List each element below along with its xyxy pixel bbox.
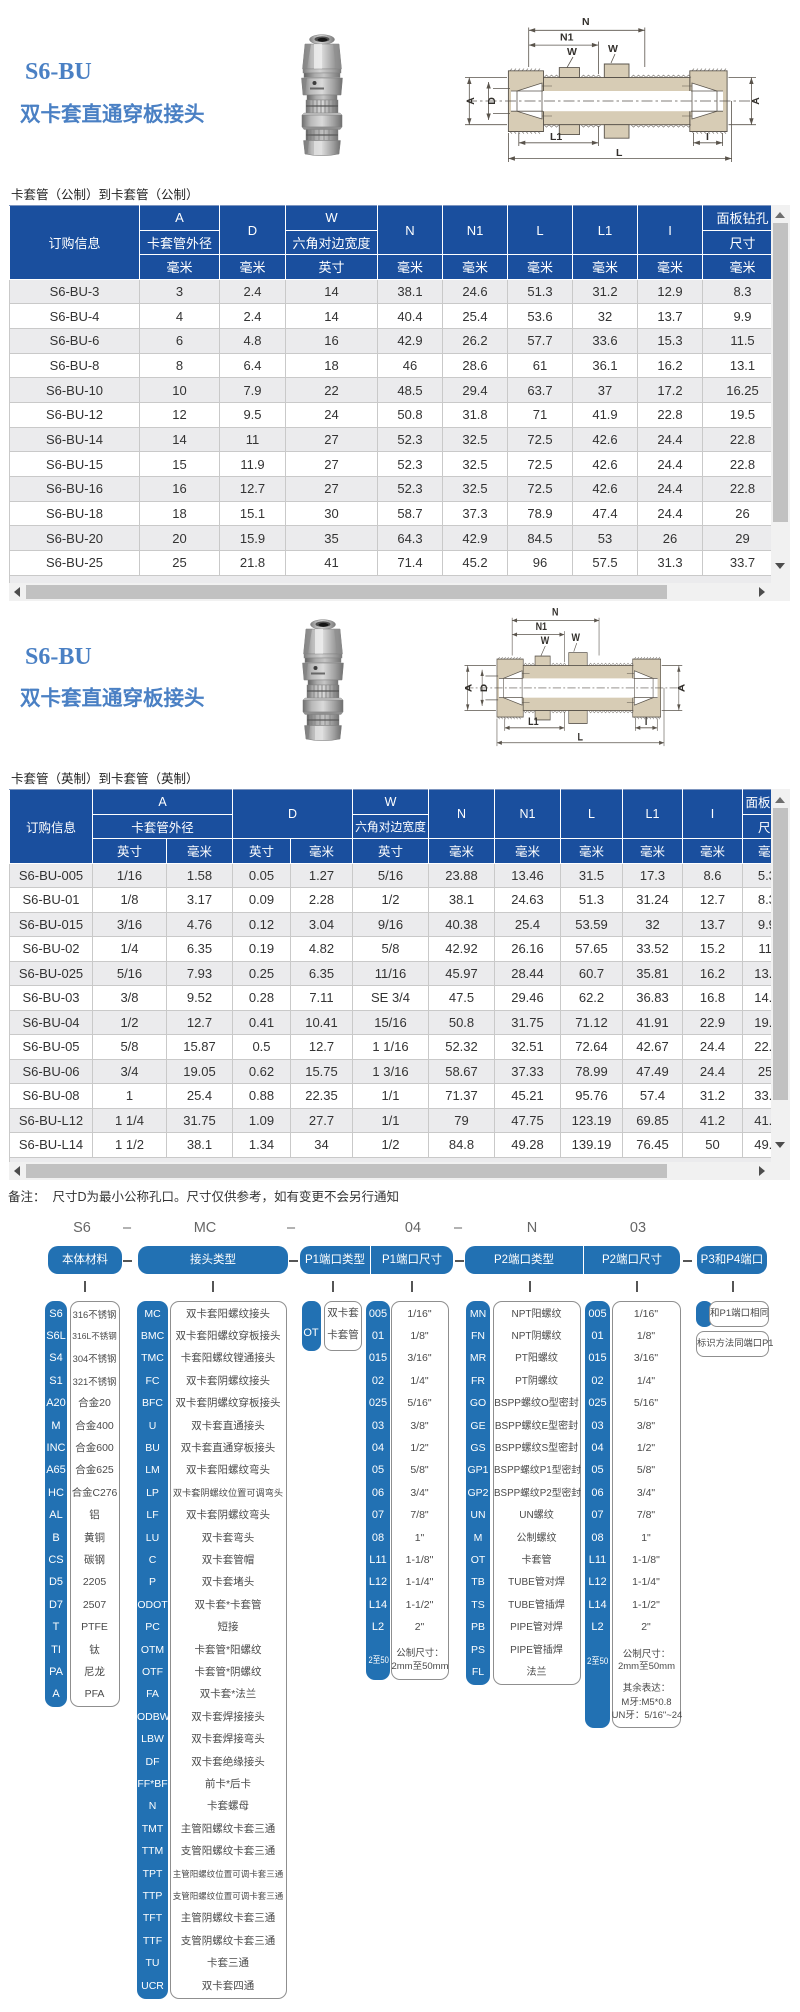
svg-text:I: I [706, 131, 709, 143]
svg-text:W: W [567, 46, 577, 58]
svg-text:N: N [552, 607, 558, 619]
svg-text:W: W [541, 635, 550, 647]
svg-text:N1: N1 [536, 621, 548, 633]
svg-text:I: I [645, 716, 648, 728]
svg-text:L1: L1 [550, 131, 562, 143]
svg-text:W: W [572, 632, 581, 644]
svg-text:D: D [486, 97, 498, 105]
svg-text:L: L [616, 147, 623, 159]
svg-text:A: A [750, 97, 762, 105]
svg-text:D: D [480, 684, 490, 692]
svg-text:N1: N1 [560, 32, 574, 44]
svg-text:A: A [464, 683, 474, 692]
svg-text:L: L [577, 732, 582, 744]
svg-text:A: A [678, 683, 688, 692]
svg-text:W: W [608, 43, 618, 55]
svg-text:N: N [582, 16, 590, 28]
svg-text:A: A [465, 97, 477, 105]
svg-text:L1: L1 [528, 716, 539, 728]
